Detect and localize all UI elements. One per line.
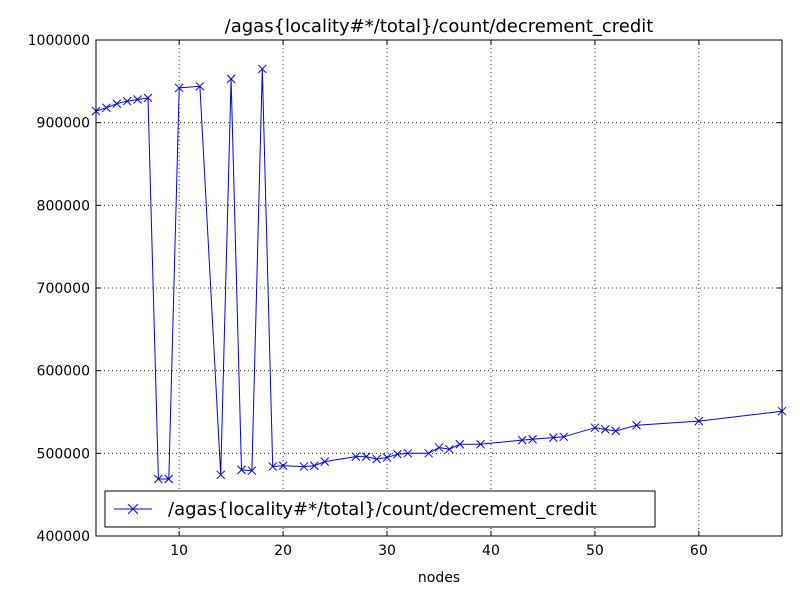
y-tick-label: 600000 bbox=[37, 364, 90, 380]
data-point-marker bbox=[247, 466, 257, 476]
chart-title: /agas{locality#*/total}/count/decrement_… bbox=[225, 16, 654, 37]
data-point-marker bbox=[445, 444, 454, 454]
data-point-marker bbox=[517, 435, 527, 445]
y-tick-label: 800000 bbox=[37, 198, 90, 214]
data-point-marker bbox=[237, 465, 246, 475]
data-point-marker bbox=[320, 457, 330, 466]
data-point-marker bbox=[434, 443, 444, 452]
data-point-marker bbox=[590, 423, 600, 433]
data-point-marker bbox=[548, 433, 558, 442]
x-tick-label: 40 bbox=[482, 543, 500, 559]
x-tick-label: 50 bbox=[586, 543, 604, 559]
data-point-marker bbox=[226, 74, 236, 84]
y-tick-label: 1000000 bbox=[28, 33, 90, 49]
data-point-marker bbox=[611, 426, 621, 436]
data-point-marker bbox=[424, 448, 433, 458]
data-point-marker bbox=[455, 439, 465, 449]
x-tick-label: 10 bbox=[170, 543, 188, 559]
data-point-marker bbox=[112, 99, 122, 109]
data-point-marker bbox=[393, 449, 402, 459]
y-tick-label: 400000 bbox=[37, 529, 90, 545]
y-tick-label: 700000 bbox=[37, 281, 90, 297]
y-tick-label: 500000 bbox=[37, 446, 90, 462]
series-layer bbox=[91, 64, 787, 484]
data-point-marker bbox=[632, 420, 641, 430]
legend-box bbox=[104, 490, 656, 528]
data-point-marker bbox=[361, 452, 371, 461]
data-point-marker bbox=[600, 425, 610, 434]
x-tick-label: 20 bbox=[274, 543, 292, 559]
y-tick-label: 900000 bbox=[37, 116, 90, 132]
data-point-marker bbox=[164, 474, 174, 484]
legend-label: /agas{locality#*/total}/count/decrement_… bbox=[168, 499, 597, 520]
data-point-marker bbox=[403, 448, 413, 458]
data-point-marker bbox=[122, 96, 132, 106]
data-point-marker bbox=[351, 452, 361, 461]
data-point-marker bbox=[528, 434, 537, 444]
x-tick-label: 30 bbox=[378, 543, 396, 559]
data-point-marker bbox=[382, 453, 392, 462]
data-point-marker bbox=[372, 454, 381, 464]
data-point-marker bbox=[476, 439, 485, 449]
data-point-marker bbox=[278, 461, 288, 471]
data-point-marker bbox=[268, 462, 278, 471]
data-point-marker bbox=[154, 474, 163, 484]
axis-ticks: 10 20 30 40 50 60 400000 500000 600000 700000 8000… bbox=[28, 33, 782, 559]
legend-marker bbox=[127, 503, 139, 515]
data-point-marker bbox=[309, 461, 319, 471]
data-point-marker bbox=[299, 462, 309, 471]
data-point-marker bbox=[133, 95, 142, 104]
x-axis-label: nodes bbox=[418, 570, 460, 586]
legend: /agas{locality#*/total}/count/decrement_… bbox=[104, 490, 656, 528]
data-point-marker bbox=[216, 470, 226, 480]
data-point-marker bbox=[102, 103, 111, 113]
x-tick-label: 60 bbox=[690, 543, 708, 559]
data-point-marker bbox=[694, 416, 704, 426]
data-point-marker bbox=[559, 432, 569, 442]
data-point-marker bbox=[143, 93, 153, 103]
data-point-marker bbox=[257, 64, 267, 74]
grid-lines bbox=[96, 39, 782, 537]
data-point-marker bbox=[195, 81, 205, 91]
data-point-marker bbox=[174, 83, 184, 93]
